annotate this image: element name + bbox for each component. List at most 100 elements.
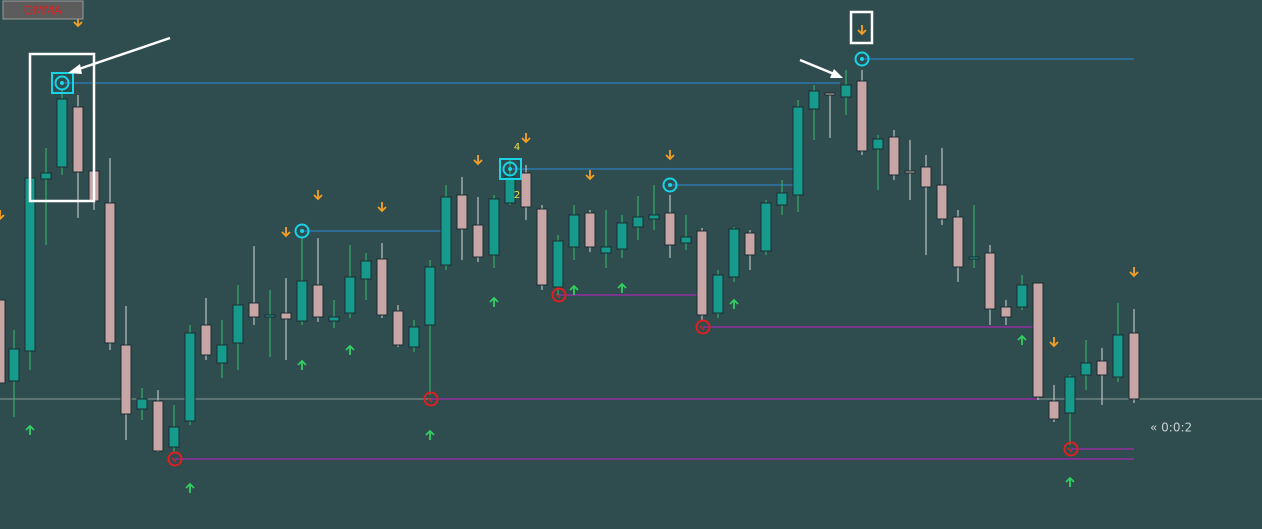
candle-body: [456, 194, 468, 230]
candle-body: [232, 304, 244, 344]
candle-body: [728, 228, 740, 278]
candle-body: [504, 176, 516, 204]
candle-body: [56, 98, 68, 168]
candle-body: [856, 80, 868, 152]
candle-body: [344, 276, 356, 314]
candle-body: [760, 202, 772, 252]
up-arrow: [25, 424, 35, 435]
arrow-head: [68, 64, 82, 74]
candle-body: [424, 266, 436, 326]
down-arrow: [281, 227, 291, 238]
down-arrow: [473, 155, 483, 166]
signal-dot: [60, 81, 64, 85]
candle-body: [584, 212, 596, 248]
candle-body: [664, 212, 676, 246]
candle-body: [680, 236, 692, 244]
gmma-button[interactable]: GMMA: [2, 0, 84, 20]
buy-signal: [662, 177, 678, 193]
candle-body: [376, 258, 388, 316]
candle-body: [264, 314, 276, 318]
candle-body: [696, 230, 708, 316]
up-arrow: [489, 296, 499, 307]
up-arrow: [1017, 334, 1027, 345]
sell-signal: [1063, 441, 1079, 457]
candle-body: [488, 198, 500, 256]
signal-tick: [171, 457, 177, 463]
candle-body: [536, 208, 548, 286]
bar-count-label: 4: [514, 142, 520, 153]
candle-body: [968, 256, 980, 260]
candle-body: [0, 299, 6, 384]
candle-body: [1080, 362, 1092, 376]
candle-body: [840, 84, 852, 98]
button-label[interactable]: GMMA: [24, 4, 63, 18]
sell-signal: [551, 287, 567, 303]
candle-body: [936, 184, 948, 220]
sell-signal: [695, 319, 711, 335]
candle-body: [248, 302, 260, 318]
button-bg[interactable]: [2, 0, 84, 20]
candle-body: [104, 202, 116, 344]
candle-body: [888, 136, 900, 176]
candle-body: [744, 232, 756, 256]
candle-body: [600, 246, 612, 254]
candle-body: [1128, 332, 1140, 400]
candle-body: [280, 312, 292, 320]
countdown: « 0:0:2: [1150, 421, 1192, 435]
up-arrow: [185, 482, 195, 493]
candle-body: [808, 90, 820, 110]
up-arrow: [1065, 476, 1075, 487]
buy-signal: [854, 51, 870, 67]
buy-signal: [294, 223, 310, 239]
bar-count-label: 2: [514, 190, 520, 201]
highlight-box: [849, 10, 874, 45]
down-arrow: [0, 210, 5, 221]
candle-body: [136, 398, 148, 410]
candle-body: [568, 214, 580, 248]
sell-signal: [167, 451, 183, 467]
candle-body: [1016, 284, 1028, 308]
candle-body: [520, 172, 532, 208]
candle-body: [1000, 306, 1012, 318]
candle-body: [616, 222, 628, 250]
up-arrow: [617, 282, 627, 293]
candle-body: [120, 344, 132, 415]
candle-body: [904, 170, 916, 174]
signal-icons: [0, 17, 1139, 493]
highlight-box: [28, 52, 96, 203]
candle-body: [360, 260, 372, 280]
candle-body: [24, 177, 36, 352]
down-arrow: [665, 150, 675, 161]
candle-body: [632, 216, 644, 228]
candle-body: [712, 274, 724, 314]
candle-body: [408, 326, 420, 348]
candle-body: [168, 426, 180, 448]
signal-dot: [668, 183, 672, 187]
candle-body: [152, 400, 164, 452]
arrow-head: [830, 69, 843, 78]
candle-body: [40, 172, 52, 180]
candle-body: [1112, 334, 1124, 378]
sell-signal: [423, 391, 439, 407]
down-arrow: [377, 202, 387, 213]
candle-body: [296, 280, 308, 322]
up-arrow: [425, 429, 435, 440]
level-lines: [62, 58, 1134, 460]
candle-body: [920, 166, 932, 188]
down-arrow: [857, 25, 867, 36]
candle-body: [312, 284, 324, 318]
candle-body: [328, 316, 340, 322]
candle-body: [552, 240, 564, 288]
candle-body: [1064, 376, 1076, 414]
candle-body: [952, 216, 964, 268]
signal-tick: [427, 397, 433, 403]
candle-body: [472, 224, 484, 258]
signal-box: [499, 158, 522, 180]
signal-tick: [1067, 447, 1073, 453]
signal-dot: [860, 57, 864, 61]
candles: [0, 70, 1140, 452]
candle-body: [984, 252, 996, 310]
annotation-arrow: [75, 36, 171, 72]
candle-body: [1048, 400, 1060, 420]
